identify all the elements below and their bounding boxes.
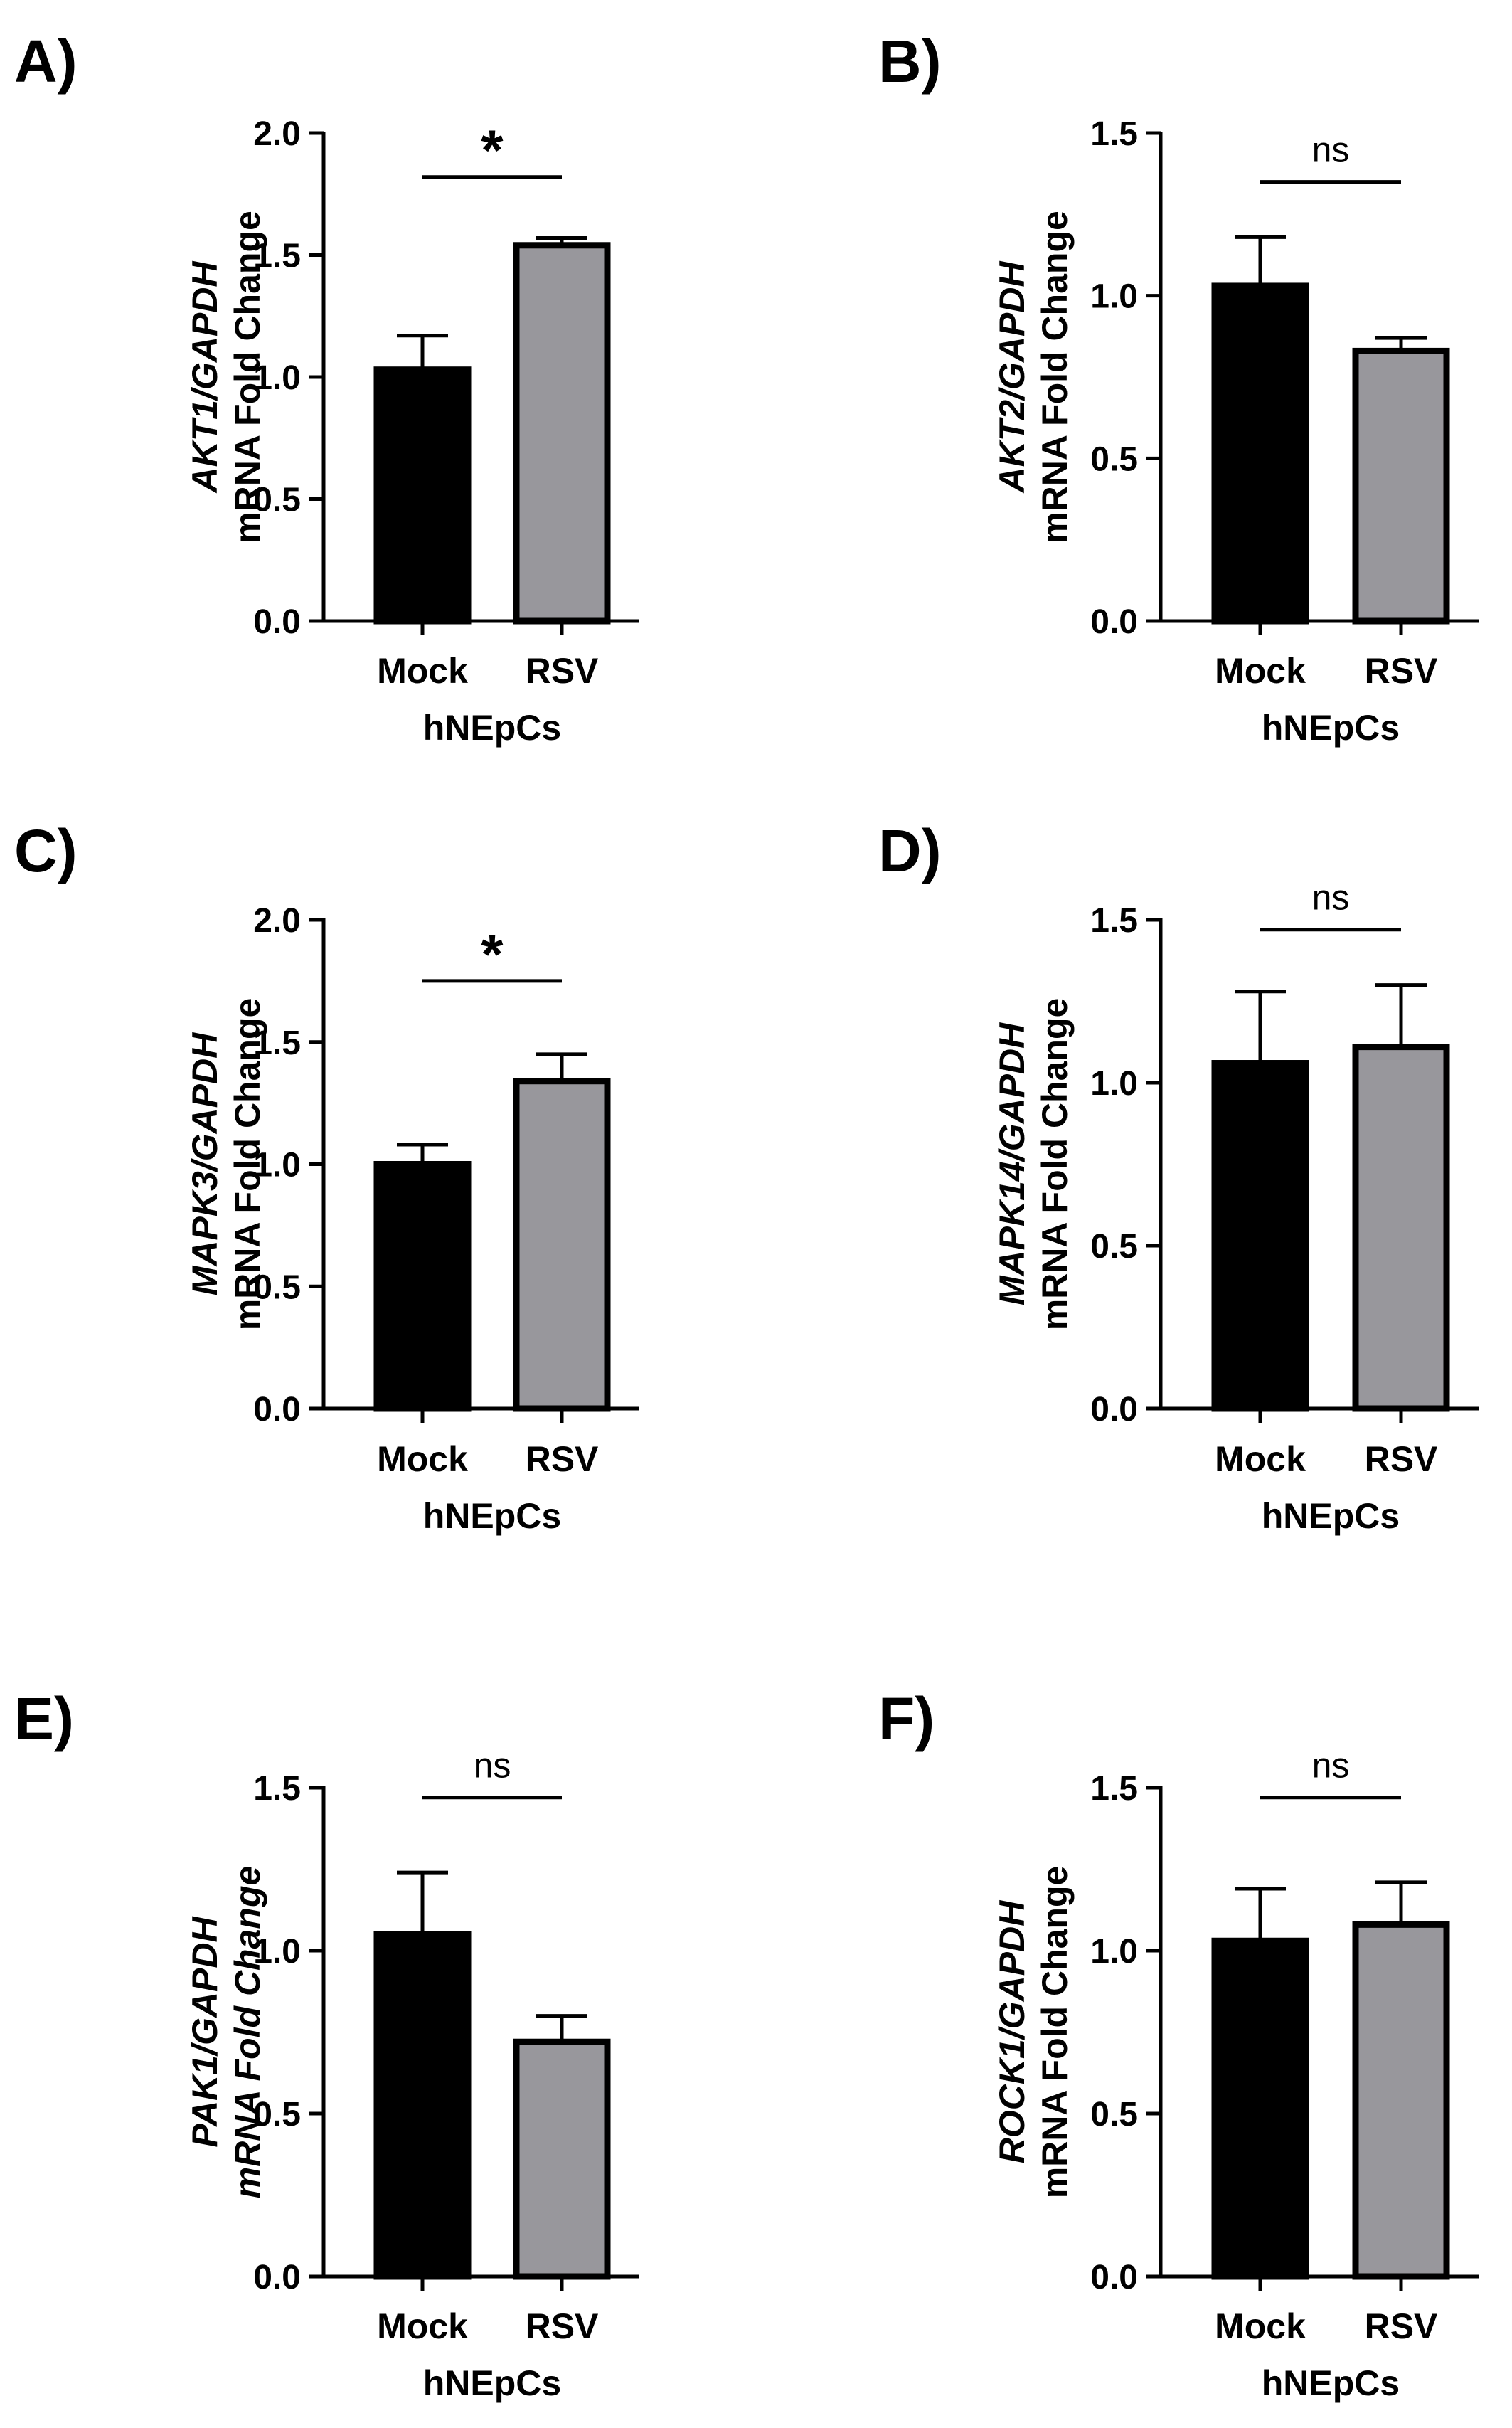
bar-mock [373,1161,472,1412]
y-tick-label: 0.5 [1090,2096,1138,2133]
significance-label: ns [474,1746,511,1786]
y-tick-label: 0.5 [1090,440,1138,478]
y-tick-label: 0.5 [1090,1228,1138,1266]
x-tick-label: Mock [377,2306,468,2346]
y-tick-label: 1.0 [253,1147,301,1184]
y-tick-label: 0.0 [253,2259,301,2296]
x-tick-label: Mock [1215,651,1306,691]
y-tick-label: 0.0 [253,603,301,641]
panel-label: F) [878,1685,935,1752]
y-tick-label: 1.5 [1090,1770,1138,1808]
significance-label: ns [1312,878,1350,918]
y-axis-title-gene: AKT2/GAPDH [992,261,1032,494]
x-axis-title: hNEpCs [423,1496,561,1536]
bar-mock [1211,1060,1309,1412]
x-tick-label: RSV [526,651,599,691]
bar-rsv [513,1078,611,1412]
y-axis-title-measure: mRNA Fold Change [228,211,267,544]
y-axis-title-measure: mRNA Fold Change [1035,998,1075,1331]
y-axis-title-measure: mRNA Fold Change [1035,211,1075,544]
bar-mock [373,366,472,625]
bar-rsv [513,242,611,625]
significance-label: * [481,119,504,182]
bar-mock [1211,1937,1309,2280]
y-tick-label: 2.0 [253,115,301,153]
y-axis-title: AKT1/GAPDHmRNA Fold Change [185,211,267,544]
y-tick-label: 0.0 [1090,1391,1138,1428]
significance-label: ns [1312,130,1350,170]
y-tick-label: 0.5 [253,482,301,519]
panel-label: D) [878,817,942,884]
x-axis-title: hNEpCs [423,708,561,748]
bar-rsv [1352,1921,1450,2280]
y-axis-title-measure: mRNA Fold Change [228,998,267,1331]
x-tick-label: RSV [1365,651,1438,691]
x-tick-label: Mock [377,1439,468,1479]
x-axis-title: hNEpCs [423,2363,561,2403]
y-tick-label: 1.5 [1090,115,1138,153]
y-tick-label: 0.0 [1090,603,1138,641]
panel-label: B) [878,28,942,95]
y-axis-title-gene: PAK1/GAPDH [185,1917,225,2148]
y-axis-title-gene: MAPK3/GAPDH [185,1032,225,1295]
x-tick-label: Mock [1215,1439,1306,1479]
y-axis-title: AKT2/GAPDHmRNA Fold Change [992,211,1075,544]
x-axis-title: hNEpCs [1262,1496,1400,1536]
panel-f: F) 0.0 0.5 1.0 1.5 Mock RSV hNEpCs ROCK1/GAPDHmR… [878,1685,1479,2403]
panel-c: C) 0.0 0.5 1.0 1.5 2.0 Mock RSV hNEpCs MAPK3/GAPD… [14,817,639,1536]
x-tick-label: RSV [1365,1439,1438,1479]
y-tick-label: 1.0 [1090,278,1138,316]
y-axis-title: PAK1/GAPDHmRNA Fold Change [185,1866,267,2199]
y-tick-label: 1.0 [1090,1065,1138,1103]
bar-mock [373,1931,472,2280]
panel-b: B) 0.0 0.5 1.0 1.5 Mock RSV hNEpCs AKT2/GAPDHmRN… [878,28,1479,748]
y-axis-title-measure: mRNA Fold Change [228,1866,267,2199]
y-tick-label: 1.0 [253,359,301,397]
y-tick-label: 0.0 [253,1391,301,1428]
y-tick-label: 2.0 [253,902,301,940]
y-tick-label: 1.5 [253,1024,301,1062]
x-tick-label: Mock [377,651,468,691]
y-axis-title-gene: MAPK14/GAPDH [992,1022,1032,1305]
x-tick-label: Mock [1215,2306,1306,2346]
y-axis-title-measure: mRNA Fold Change [1035,1866,1075,2199]
y-axis-title: MAPK3/GAPDHmRNA Fold Change [185,998,267,1331]
significance-label: ns [1312,1746,1350,1786]
bar-rsv [1352,347,1450,625]
y-tick-label: 1.0 [253,1933,301,1971]
y-axis-title-gene: AKT1/GAPDH [185,261,225,494]
y-tick-label: 1.5 [1090,902,1138,940]
y-axis-title: ROCK1/GAPDHmRNA Fold Change [992,1866,1075,2199]
y-tick-label: 0.5 [253,1268,301,1306]
y-tick-label: 0.5 [253,2096,301,2133]
bar-rsv [513,2038,611,2280]
y-axis-title: MAPK14/GAPDHmRNA Fold Change [992,998,1075,1331]
panel-label: A) [14,28,78,95]
y-tick-label: 1.5 [253,238,301,275]
panel-a: A) 0.0 0.5 1.0 1.5 2.0 Mock RSV hNEpCs AKT1/GAPDH… [14,28,639,748]
y-tick-label: 1.0 [1090,1933,1138,1971]
panel-e: E) 0.0 0.5 1.0 1.5 Mock RSV hNEpCs PAK1/GAPDHmRN… [14,1685,639,2403]
x-axis-title: hNEpCs [1262,2363,1400,2403]
x-tick-label: RSV [1365,2306,1438,2346]
x-axis-title: hNEpCs [1262,708,1400,748]
significance-label: * [481,923,504,986]
panel-label: C) [14,817,78,884]
y-axis-title-gene: ROCK1/GAPDH [992,1900,1032,2163]
x-tick-label: RSV [526,2306,599,2346]
bar-rsv [1352,1044,1450,1412]
y-tick-label: 0.0 [1090,2259,1138,2296]
x-tick-label: RSV [526,1439,599,1479]
panel-label: E) [14,1685,74,1752]
bar-mock [1211,282,1309,625]
panel-d: D) 0.0 0.5 1.0 1.5 Mock RSV hNEpCs MAPK14/GAPDHm… [878,817,1479,1536]
y-tick-label: 1.5 [253,1770,301,1808]
